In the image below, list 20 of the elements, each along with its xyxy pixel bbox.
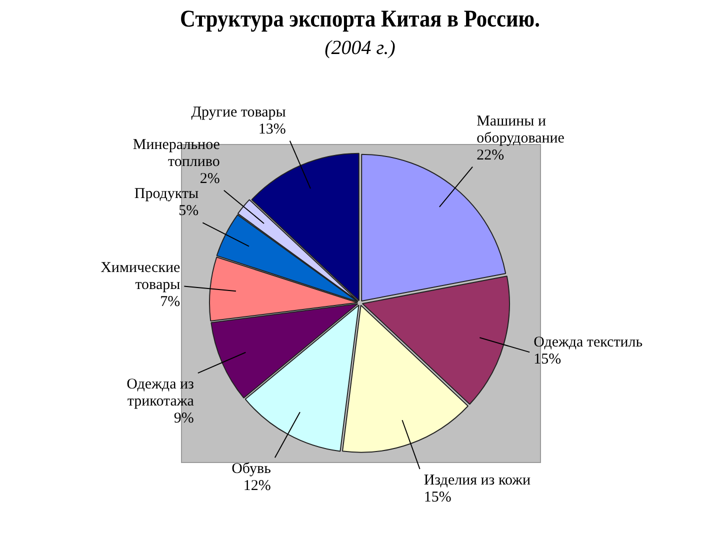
data-label: 9% (174, 410, 194, 426)
slice-label: Изделия из кожи (424, 472, 531, 488)
data-label: 5% (178, 203, 199, 220)
data-label: 12% (243, 478, 271, 494)
slice-label: Одежда текстиль (534, 334, 643, 351)
chart-title: Структура экспорта Китая в Россию. (180, 5, 540, 32)
slice-label: Другие товары (191, 104, 286, 120)
slice-label: Машины и оборудование (476, 113, 565, 146)
data-label: 15% (424, 489, 452, 506)
data-label: 15% (534, 352, 562, 368)
slice-label: Продукты (134, 186, 199, 202)
slice-label: Химические товары (100, 260, 181, 294)
chart-subtitle: (2004 г.) (324, 37, 396, 60)
slice-label: Одежда из трикотажа (126, 376, 194, 410)
data-label: 13% (258, 121, 286, 138)
slice-label: Минеральное топливо (132, 136, 220, 170)
data-label: 22% (476, 147, 504, 164)
data-label: 7% (160, 294, 180, 310)
slice-label: Обувь (232, 461, 272, 478)
data-label: 2% (200, 170, 220, 187)
